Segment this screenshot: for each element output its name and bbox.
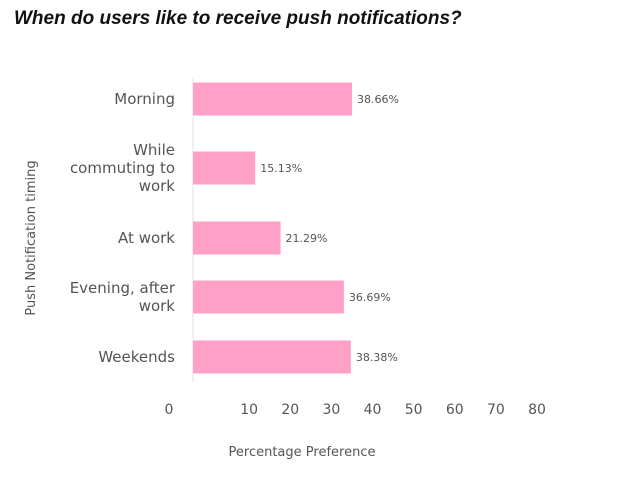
x-tick-label: 50	[405, 402, 423, 418]
x-tick-label: 80	[528, 402, 546, 418]
chart-title: When do users like to receive push notif…	[14, 8, 462, 29]
bar	[193, 221, 281, 255]
data-label: 15.13%	[260, 162, 302, 175]
x-axis-label: Percentage Preference	[229, 445, 376, 460]
x-tick-label: 0	[165, 402, 174, 418]
data-label: 21.29%	[286, 232, 328, 245]
y-axis-label: Push Notification timing	[24, 160, 39, 315]
bar	[193, 280, 344, 314]
x-tick-label: 10	[240, 402, 258, 418]
category-label: At work	[118, 229, 175, 247]
category-label: work	[139, 297, 176, 315]
x-tick-label: 70	[487, 402, 505, 418]
data-label: 38.38%	[356, 351, 398, 364]
category-label: Morning	[114, 90, 175, 108]
bar	[193, 82, 352, 116]
data-label: 36.69%	[349, 291, 391, 304]
x-tick-label: 60	[446, 402, 464, 418]
category-label: While	[133, 141, 175, 159]
x-tick-label: 20	[281, 402, 299, 418]
x-tick-label: 30	[322, 402, 340, 418]
category-label: commuting to	[70, 159, 175, 177]
x-tick-label: 40	[364, 402, 382, 418]
category-label: Weekends	[98, 348, 175, 366]
data-label: 38.66%	[357, 93, 399, 106]
bar	[193, 151, 256, 185]
category-label: Evening, after	[70, 279, 176, 297]
category-label: work	[139, 177, 176, 195]
bar	[193, 340, 351, 374]
